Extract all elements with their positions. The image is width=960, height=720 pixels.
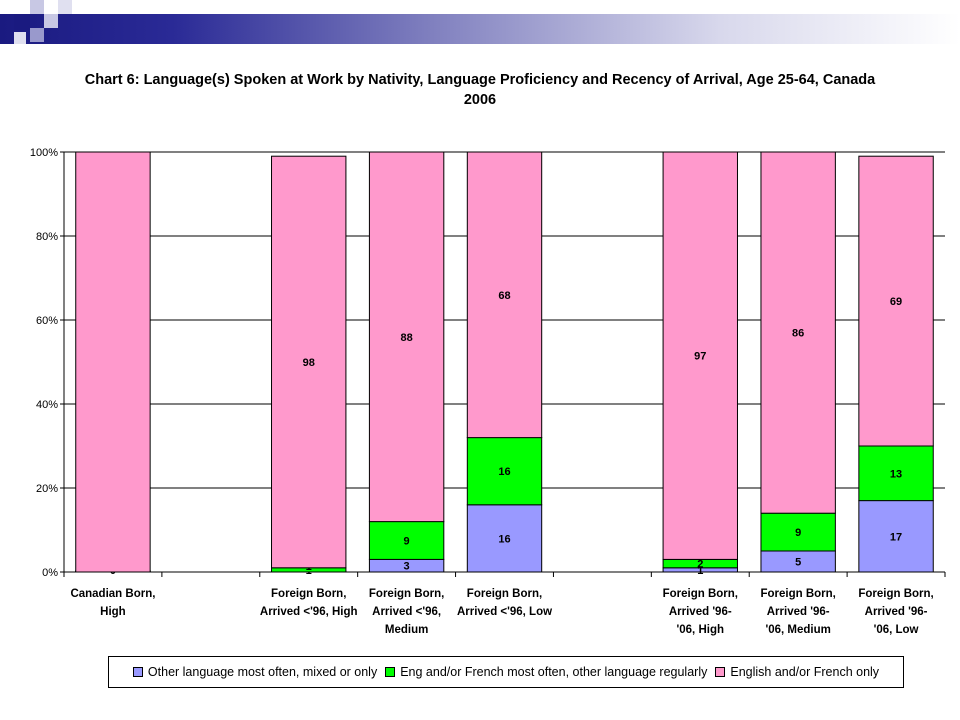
legend-item-eng-most: Eng and/or French most often, other lang… [385, 665, 707, 679]
legend-label-other: Other language most often, mixed or only [147, 665, 378, 679]
deco-square-light [44, 14, 58, 28]
x-category-label: Canadian Born, [70, 588, 155, 600]
data-label: 16 [498, 533, 510, 545]
header-gradient-bar [0, 14, 960, 44]
legend-item-eng-only: English and/or French only [715, 665, 879, 679]
data-label: 17 [890, 531, 902, 543]
data-label: 9 [795, 527, 801, 539]
bar-segment-eng_only [760, 151, 836, 514]
legend-label-eng-most: Eng and/or French most often, other lang… [400, 665, 708, 679]
legend-label-eng-only: English and/or French only [730, 665, 880, 679]
x-category-label: Arrived <'96, [372, 606, 441, 618]
x-category-label: '06, Medium [765, 624, 830, 636]
bar-segment-eng_most [760, 512, 836, 552]
chart-title-line1: Chart 6: Language(s) Spoken at Work by N… [84, 72, 876, 88]
x-category-label: High [100, 606, 126, 618]
bar-segment-other [858, 500, 934, 573]
bar-segment-eng_only [466, 151, 543, 439]
y-tick-label: 20% [36, 483, 58, 495]
data-label: 88 [400, 332, 412, 344]
deco-square-light [14, 32, 26, 44]
y-tick-label: 100% [30, 147, 58, 159]
legend-swatch-eng-most [385, 667, 396, 677]
deco-square-light [30, 0, 44, 14]
x-category-label: Medium [385, 624, 428, 636]
data-label: 69 [890, 296, 902, 308]
legend-swatch-eng-only [715, 667, 726, 677]
y-tick-label: 40% [36, 399, 58, 411]
x-category-label: Arrived '96- [767, 606, 830, 618]
y-tick-label: 0% [42, 567, 58, 579]
chart-title-line2: 2006 [463, 92, 497, 108]
bar-segment-eng_most [466, 437, 543, 506]
data-label: 97 [694, 351, 706, 363]
chart-legend: Other language most often, mixed or only… [108, 656, 904, 688]
legend-item-other: Other language most often, mixed or only [132, 665, 378, 679]
y-tick-label: 80% [36, 231, 58, 243]
bar-segment-eng_most [368, 521, 445, 560]
x-category-label: '06, Low [874, 624, 919, 636]
data-label: 9 [404, 536, 410, 548]
stacked-bar-chart: 0%20%40%60%80%100%0Canadian Born,High119… [30, 147, 946, 636]
data-label: 13 [890, 468, 902, 480]
data-label: 68 [498, 290, 510, 302]
x-category-label: Foreign Born, [663, 588, 738, 600]
data-label: 16 [498, 466, 510, 478]
bar-segment-eng_only [368, 151, 445, 523]
data-label: 3 [404, 561, 410, 573]
x-category-label: Arrived '96- [669, 606, 732, 618]
data-label: 86 [792, 328, 804, 340]
bar-segment-other [466, 504, 543, 573]
deco-square-light [58, 0, 72, 14]
bar-segment-eng_only [75, 151, 151, 573]
x-category-label: Foreign Born, [271, 588, 346, 600]
data-label: 5 [795, 557, 801, 569]
x-category-label: Arrived <'96, High [260, 606, 358, 618]
bar-segment-eng_only [662, 151, 738, 560]
deco-square-mid [30, 28, 44, 42]
deco-square-dark [14, 14, 30, 30]
legend-swatch-other [132, 667, 143, 677]
data-label: 2 [697, 559, 703, 571]
bar-segment-eng_only [271, 155, 347, 569]
chart-title: Chart 6: Language(s) Spoken at Work by N… [80, 70, 880, 110]
data-label: 1 [697, 565, 703, 577]
bar-segment-eng_only [858, 155, 934, 447]
y-tick-label: 60% [36, 315, 58, 327]
x-category-label: Foreign Born, [467, 588, 542, 600]
x-category-label: Foreign Born, [369, 588, 444, 600]
x-category-label: Foreign Born, [760, 588, 835, 600]
x-category-label: '06, High [677, 624, 724, 636]
bar-segment-eng_most [858, 445, 934, 502]
x-category-label: Foreign Born, [858, 588, 933, 600]
data-label: 98 [303, 357, 315, 369]
x-category-label: Arrived '96- [865, 606, 928, 618]
x-category-label: Arrived <'96, Low [457, 606, 552, 618]
